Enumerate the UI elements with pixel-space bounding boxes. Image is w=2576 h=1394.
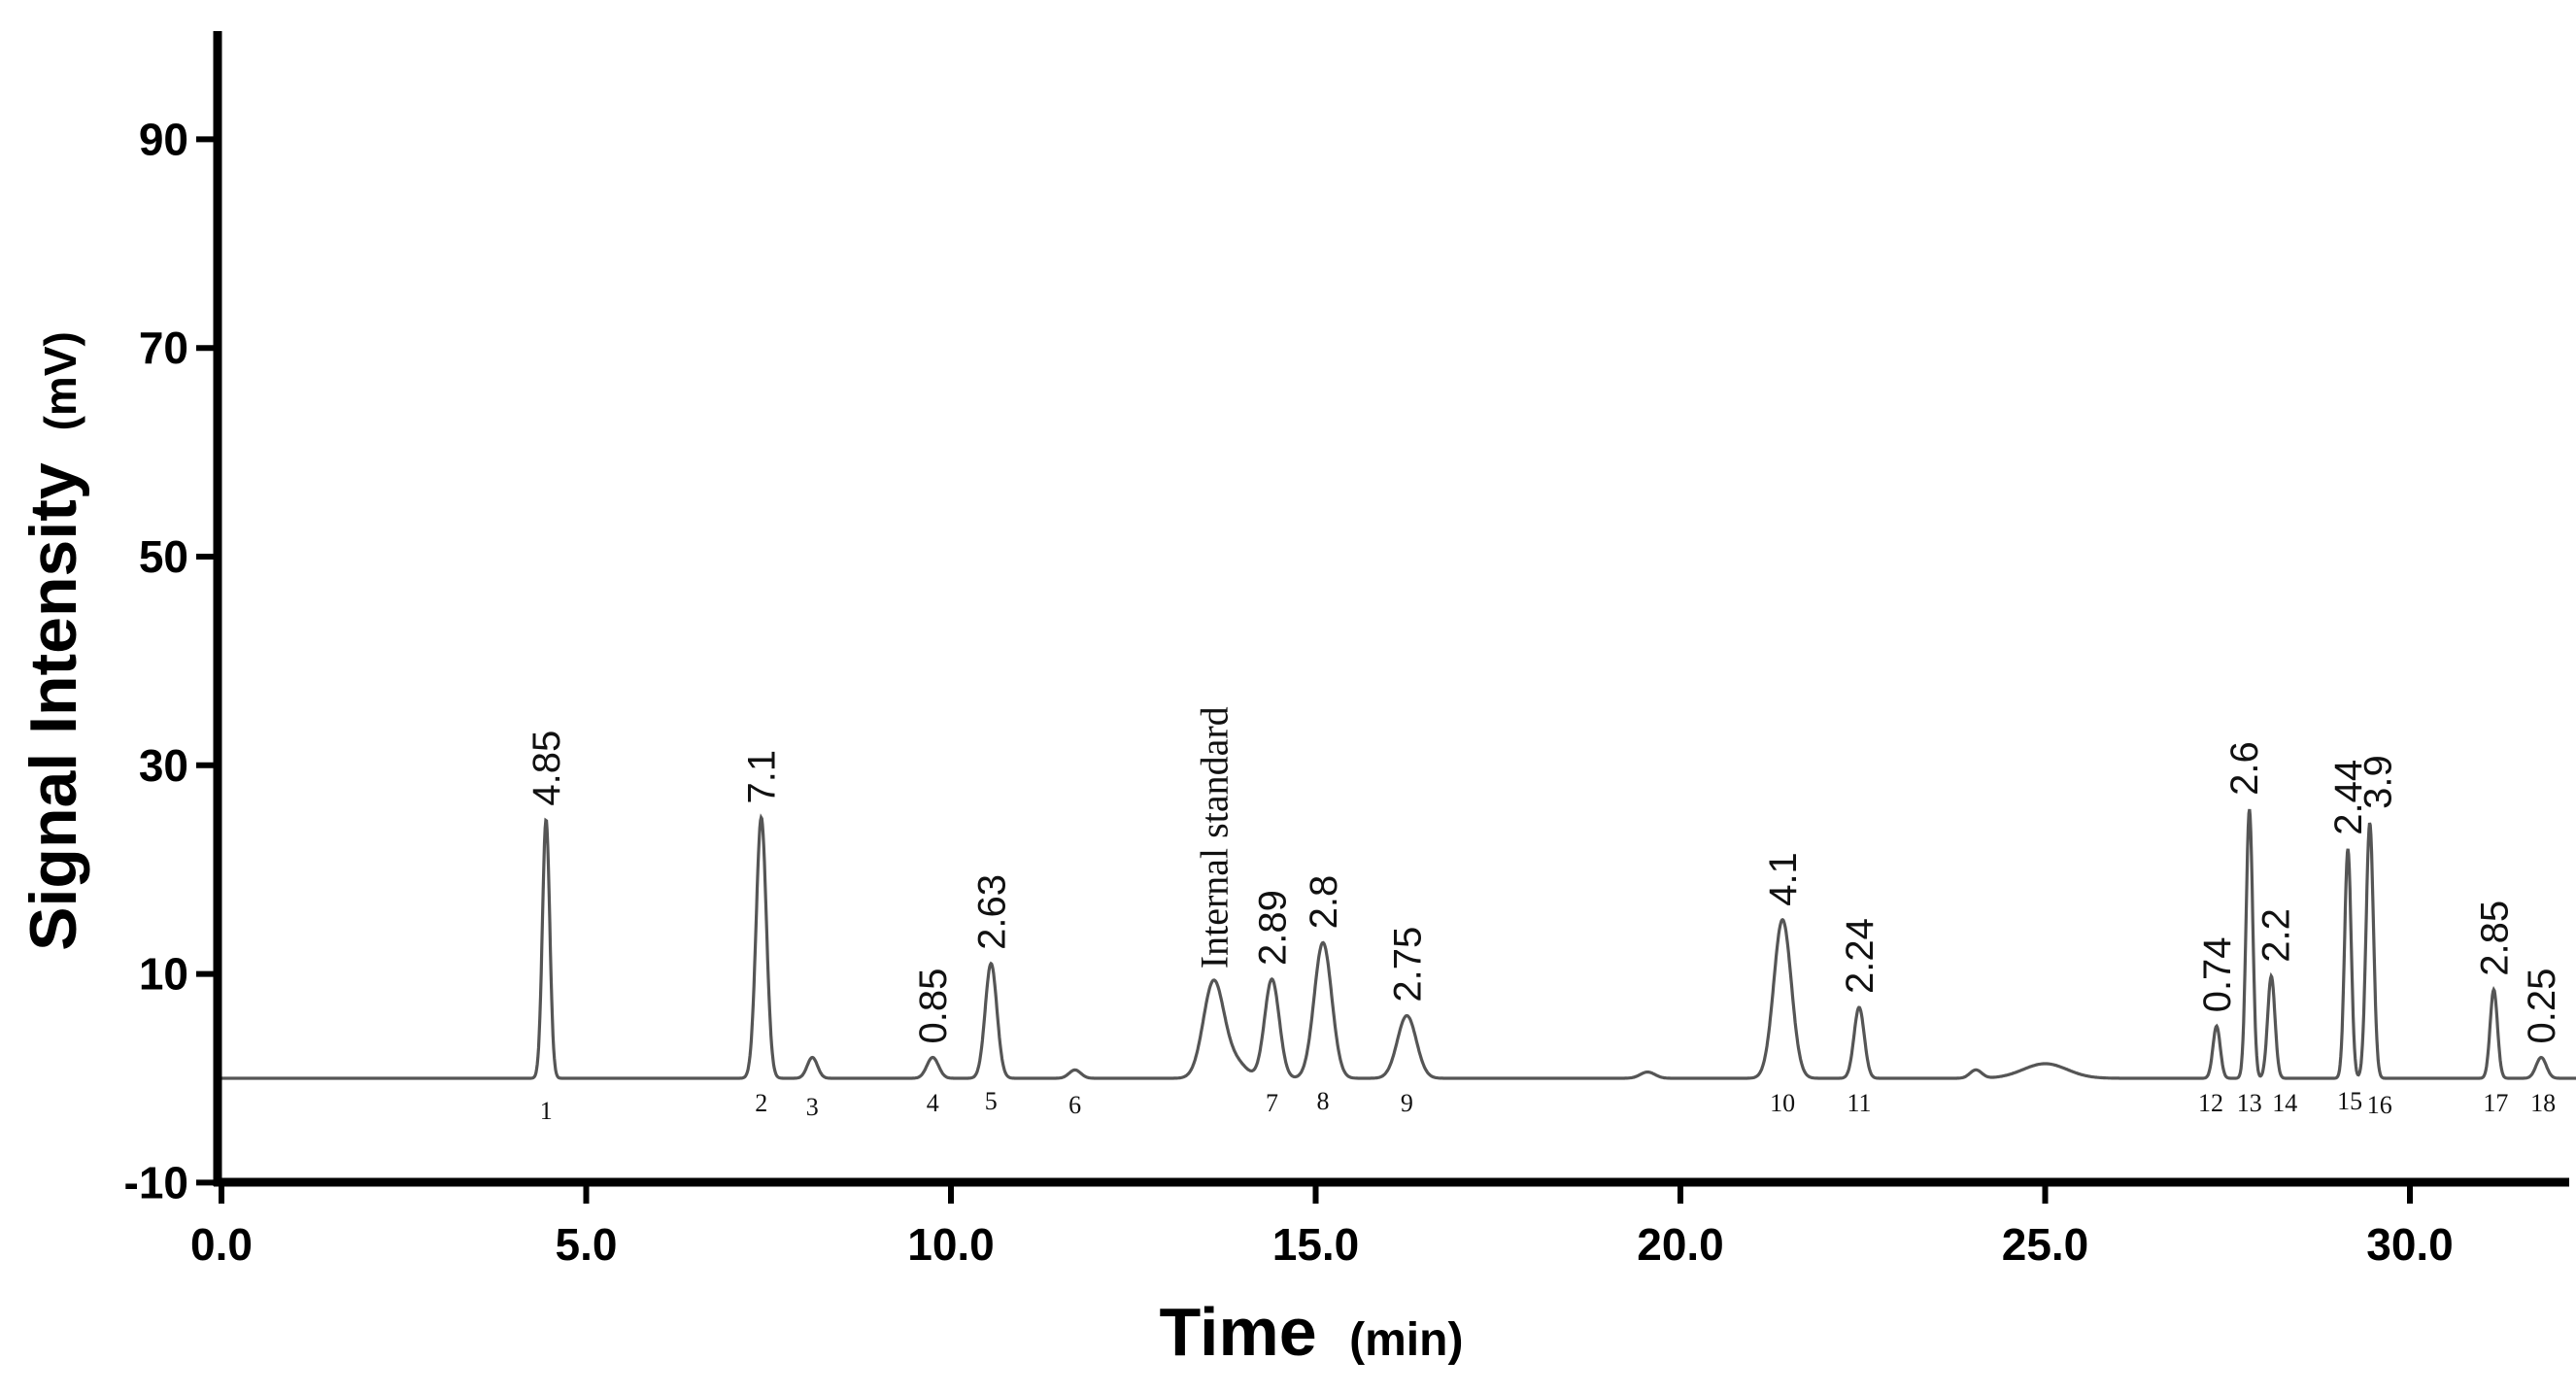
peak-number: 18 xyxy=(2530,1089,2556,1117)
x-tick-label: 20.0 xyxy=(1637,1219,1724,1270)
y-axis-title-text: Signal Intensity xyxy=(17,462,90,951)
y-tick-label: 70 xyxy=(139,323,188,373)
peak-value-label: 2.6 xyxy=(2223,741,2266,796)
peak-number: 12 xyxy=(2198,1089,2223,1117)
axis-titles: Time (min) Signal Intensity (mV) xyxy=(17,331,1463,1370)
y-tick-label: -10 xyxy=(124,1157,188,1207)
x-axis-title: Time (min) xyxy=(1160,1294,1464,1370)
peak-number: 15 xyxy=(2337,1087,2362,1115)
peak-value-label: 2.44 xyxy=(2327,760,2370,835)
peak-value-label: 2.2 xyxy=(2254,908,2297,963)
peak-number: 14 xyxy=(2272,1089,2297,1117)
x-tick-label: 0.0 xyxy=(190,1219,253,1270)
peak-value-label: 0.74 xyxy=(2196,936,2239,1012)
x-tick-label: 10.0 xyxy=(907,1219,995,1270)
peak-value-label: 2.75 xyxy=(1386,927,1429,1003)
x-tick-label: 30.0 xyxy=(2366,1219,2454,1270)
chromatogram-trace xyxy=(221,808,2576,1080)
peak-number: 13 xyxy=(2237,1089,2262,1117)
peak-value-label: 2.89 xyxy=(1251,890,1294,966)
peak-number: 16 xyxy=(2367,1091,2392,1119)
peak-value-label: 3.9 xyxy=(2357,755,2400,809)
y-axis-ticks: -10 10 30 50 70 90 xyxy=(124,114,218,1207)
peak-number: 11 xyxy=(1847,1089,1871,1117)
y-tick-label: 30 xyxy=(139,740,188,791)
peak-numbers: 1 2 3 4 5 6 7 8 9 10 11 12 13 14 15 16 17 18 xyxy=(540,1087,2556,1125)
peak-number: 2 xyxy=(755,1089,767,1117)
y-tick-label: 10 xyxy=(139,949,188,1000)
peak-value-label: 7.1 xyxy=(741,750,784,804)
peak-value-label: 2.24 xyxy=(1839,918,1881,994)
peak-value-label: 4.1 xyxy=(1762,852,1805,906)
x-axis-title-text: Time xyxy=(1160,1294,1317,1370)
y-tick-label: 50 xyxy=(139,531,188,582)
internal-standard-label: Internal standard xyxy=(1192,706,1236,969)
peak-number: 7 xyxy=(1266,1089,1278,1117)
y-axis-title-unit: (mV) xyxy=(35,331,85,430)
axes xyxy=(213,31,2569,1187)
x-tick-label: 15.0 xyxy=(1272,1219,1360,1270)
peak-value-label: 4.85 xyxy=(525,731,568,806)
peak-number: 4 xyxy=(927,1089,939,1117)
x-tick-label: 25.0 xyxy=(2002,1219,2089,1270)
peak-number: 6 xyxy=(1068,1091,1081,1119)
peak-value-label: 2.63 xyxy=(970,874,1013,950)
peak-number: 10 xyxy=(1770,1089,1795,1117)
peak-number: 5 xyxy=(985,1087,998,1115)
x-axis-title-unit: (min) xyxy=(1349,1314,1463,1366)
peak-value-label: 0.85 xyxy=(912,969,955,1044)
peak-value-label: 2.85 xyxy=(2473,901,2516,976)
x-axis-ticks: 0.0 5.0 10.0 15.0 20.0 25.0 30.0 xyxy=(190,1182,2454,1270)
peak-number: 17 xyxy=(2483,1089,2508,1117)
peak-number: 1 xyxy=(540,1097,553,1125)
peak-number: 3 xyxy=(806,1093,819,1121)
y-tick-label: 90 xyxy=(139,114,188,164)
peak-value-label: 0.25 xyxy=(2521,969,2563,1044)
peak-labels: 4.85 7.1 0.85 2.63 2.89 2.8 2.75 4.1 2.24 0.74 2.6… xyxy=(525,706,2563,1043)
y-axis-title: Signal Intensity (mV) xyxy=(17,331,90,951)
peak-number: 8 xyxy=(1317,1087,1330,1115)
peak-number: 9 xyxy=(1401,1089,1413,1117)
x-tick-label: 5.0 xyxy=(556,1219,618,1270)
peak-value-label: 2.8 xyxy=(1303,875,1345,930)
